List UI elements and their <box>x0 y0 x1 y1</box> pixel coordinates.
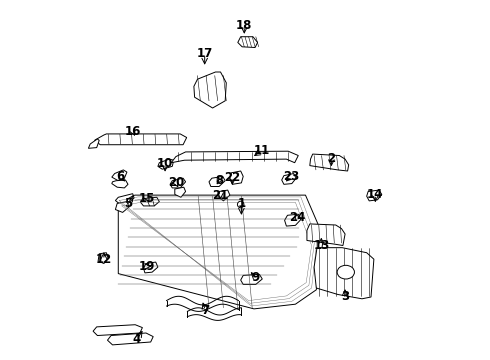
Text: 17: 17 <box>196 47 213 60</box>
Text: 24: 24 <box>289 211 305 224</box>
Text: 12: 12 <box>96 253 112 266</box>
Text: 5: 5 <box>124 197 132 210</box>
Text: 22: 22 <box>224 171 241 184</box>
Text: 2: 2 <box>327 152 336 165</box>
Polygon shape <box>170 178 186 188</box>
Polygon shape <box>285 214 301 226</box>
Text: 1: 1 <box>237 197 245 210</box>
Text: 20: 20 <box>168 176 184 189</box>
Polygon shape <box>112 170 127 181</box>
Polygon shape <box>88 139 99 148</box>
Polygon shape <box>307 224 345 246</box>
Text: 4: 4 <box>133 333 141 346</box>
Ellipse shape <box>238 201 244 208</box>
Polygon shape <box>238 37 258 48</box>
Polygon shape <box>310 154 349 171</box>
Text: 15: 15 <box>139 192 155 204</box>
Text: 16: 16 <box>124 125 141 138</box>
Polygon shape <box>118 195 323 309</box>
Ellipse shape <box>337 265 354 279</box>
Text: 19: 19 <box>139 260 155 273</box>
Text: 7: 7 <box>201 304 209 317</box>
Text: 10: 10 <box>157 157 173 170</box>
Polygon shape <box>98 253 108 264</box>
Polygon shape <box>230 171 243 184</box>
Text: 11: 11 <box>254 144 270 157</box>
Polygon shape <box>93 325 143 336</box>
Text: 6: 6 <box>116 170 124 183</box>
Polygon shape <box>171 151 298 163</box>
Polygon shape <box>241 274 262 284</box>
Polygon shape <box>314 248 374 299</box>
Text: 3: 3 <box>341 291 349 303</box>
Text: 9: 9 <box>252 271 260 284</box>
Text: 21: 21 <box>212 189 229 202</box>
Polygon shape <box>209 176 225 186</box>
Polygon shape <box>194 72 226 108</box>
Text: 13: 13 <box>313 239 329 252</box>
Polygon shape <box>218 190 230 201</box>
Polygon shape <box>141 197 159 206</box>
Polygon shape <box>112 180 128 188</box>
Text: 14: 14 <box>367 188 384 201</box>
Text: 23: 23 <box>283 170 299 183</box>
Polygon shape <box>95 134 187 145</box>
Polygon shape <box>144 262 158 273</box>
Text: 8: 8 <box>215 174 223 186</box>
Polygon shape <box>107 333 153 345</box>
Polygon shape <box>175 187 186 197</box>
Text: 18: 18 <box>236 19 252 32</box>
Polygon shape <box>116 194 134 203</box>
Polygon shape <box>116 202 129 212</box>
Polygon shape <box>282 174 296 184</box>
Polygon shape <box>367 190 382 201</box>
Polygon shape <box>158 159 174 169</box>
